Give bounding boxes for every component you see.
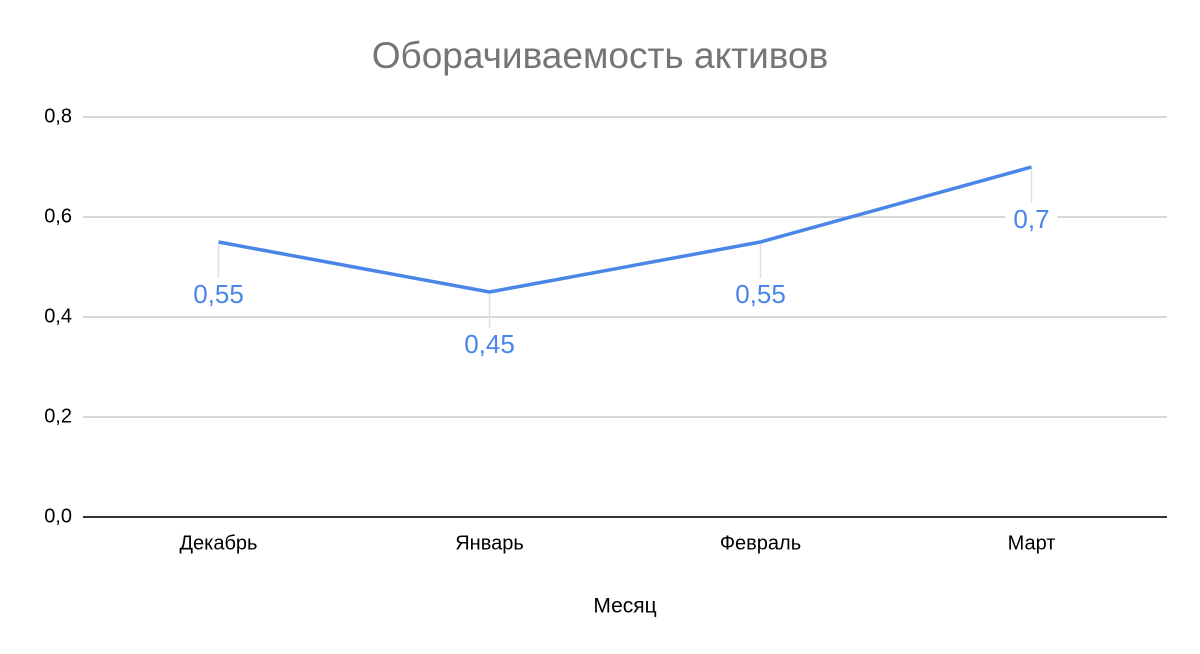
label-background	[463, 330, 516, 360]
y-tick-label: 0,4	[44, 305, 72, 327]
label-background	[1005, 205, 1058, 235]
data-label: 0,55	[193, 279, 244, 309]
data-label: 0,45	[464, 329, 515, 359]
label-background	[734, 280, 787, 310]
line-series	[218, 165, 1032, 294]
data-label: 0,7	[1013, 204, 1049, 234]
x-tick-label: Декабрь	[180, 532, 258, 554]
y-tick-label: 0,8	[44, 105, 72, 127]
y-tick-label: 0,0	[44, 505, 72, 527]
x-tick-label: Январь	[455, 532, 524, 554]
label-background	[192, 280, 245, 310]
chart-title: Оборачиваемость активов	[372, 35, 829, 76]
y-tick-label: 0,2	[44, 405, 72, 427]
x-tick-label: Март	[1008, 532, 1056, 554]
x-axis-label: Месяц	[593, 595, 656, 618]
x-tick-label: Февраль	[720, 532, 801, 554]
y-tick-label: 0,6	[44, 205, 72, 227]
data-label: 0,55	[735, 279, 786, 309]
